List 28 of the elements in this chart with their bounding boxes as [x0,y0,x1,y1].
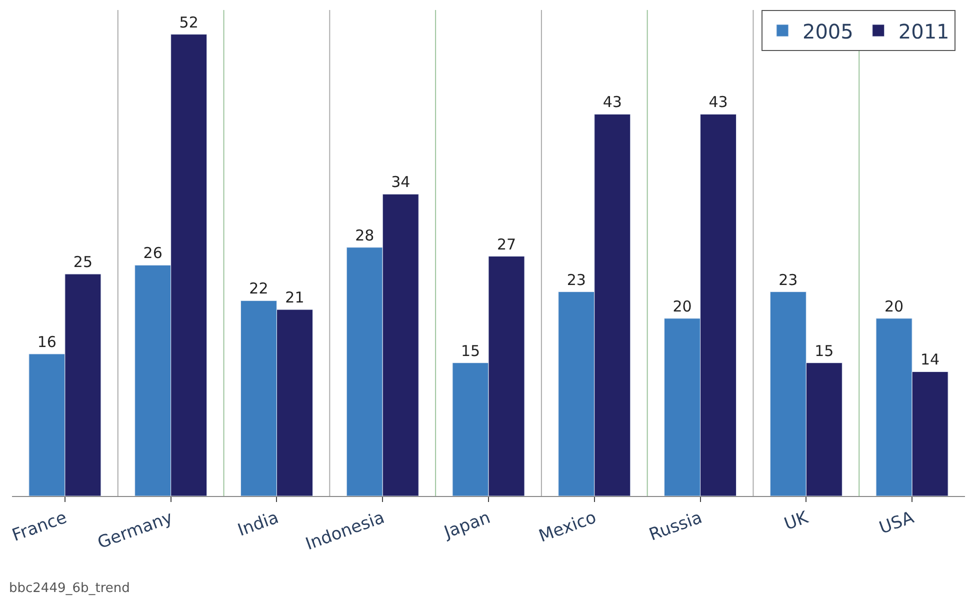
data-label: 26 [143,244,162,262]
data-label: 16 [37,332,56,351]
legend-label: 2005 [802,19,854,44]
x-tick-label: Japan [440,508,494,544]
x-tick-label: Russia [646,508,705,546]
data-label: 14 [920,350,940,369]
x-tick-label: Mexico [536,508,600,547]
data-label: 15 [814,342,834,360]
data-label: 20 [672,297,692,316]
data-label: 43 [708,93,728,112]
data-label: 34 [391,173,410,192]
data-label: 20 [884,297,904,316]
x-tick-label: France [10,508,70,546]
data-label: 27 [496,235,516,254]
data-label: 28 [355,226,374,244]
x-tick-label: USA [876,508,918,539]
data-label: 43 [602,93,622,112]
data-label: 15 [460,342,480,360]
x-tick-label: UK [782,508,812,535]
data-label: 23 [778,270,798,289]
data-label: 23 [566,270,586,289]
data-label: 52 [179,13,198,32]
data-label: 22 [249,280,268,298]
text: bbc2449_6b_trend [9,581,130,596]
data-label: 21 [285,288,304,307]
data-label: 25 [73,253,92,272]
legend-label: 2011 [898,19,950,44]
x-tick-label: India [235,508,282,541]
